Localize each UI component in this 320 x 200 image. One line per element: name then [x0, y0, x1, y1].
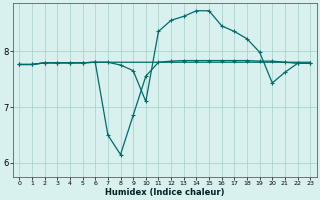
X-axis label: Humidex (Indice chaleur): Humidex (Indice chaleur) [105, 188, 225, 197]
